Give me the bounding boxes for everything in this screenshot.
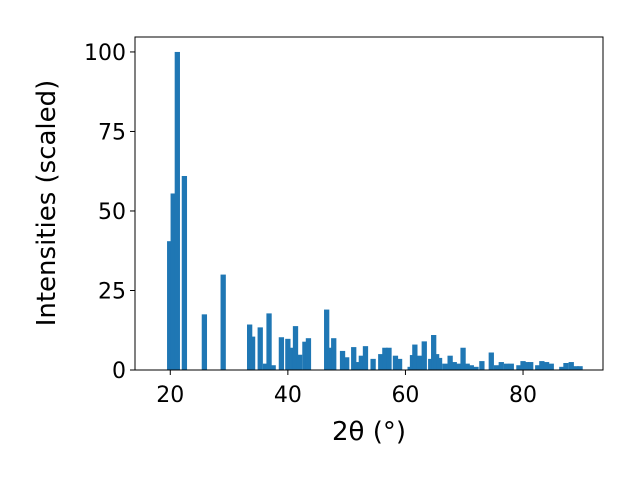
- bar: [181, 175, 188, 370]
- bar: [302, 341, 308, 370]
- bar: [324, 309, 330, 370]
- x-axis-label: 2θ (°): [332, 417, 406, 447]
- bar: [433, 354, 440, 370]
- bar: [455, 363, 462, 370]
- bar: [354, 362, 360, 370]
- bar: [548, 363, 554, 370]
- bar: [174, 51, 180, 370]
- y-tick-label: 25: [98, 279, 126, 304]
- bar: [479, 361, 485, 370]
- bar: [386, 347, 392, 370]
- bar: [563, 363, 569, 370]
- bar: [378, 354, 384, 370]
- bar: [285, 338, 291, 370]
- bar: [559, 366, 565, 370]
- bar: [498, 362, 504, 370]
- bar: [344, 357, 350, 370]
- bar: [442, 363, 448, 370]
- bar: [396, 358, 403, 370]
- bar: [339, 350, 346, 370]
- bar: [473, 366, 479, 370]
- bar: [573, 366, 579, 370]
- bar: [170, 193, 176, 370]
- bar: [460, 347, 466, 370]
- bar: [392, 355, 399, 370]
- x-tick-label: 40: [274, 383, 302, 408]
- bar: [451, 362, 457, 370]
- x-tick-label: 60: [391, 383, 419, 408]
- bar: [568, 362, 574, 370]
- bar: [431, 335, 437, 370]
- bar: [488, 352, 494, 370]
- bar: [508, 363, 514, 370]
- bar: [539, 361, 545, 370]
- bar: [247, 324, 253, 370]
- bar: [468, 365, 474, 370]
- bar: [249, 336, 256, 370]
- bar: [305, 338, 312, 370]
- bar: [516, 365, 522, 370]
- bar: [266, 313, 272, 370]
- bar: [296, 354, 303, 370]
- bar: [292, 326, 299, 370]
- bar: [535, 365, 541, 370]
- bar: [278, 337, 285, 370]
- bar: [351, 347, 357, 370]
- y-tick-label: 75: [98, 120, 126, 145]
- x-tick-label: 20: [156, 383, 184, 408]
- bar: [362, 346, 369, 370]
- bar: [464, 363, 470, 370]
- bar: [358, 355, 365, 370]
- bar: [447, 355, 453, 370]
- bar: [220, 274, 226, 370]
- bar: [382, 347, 388, 370]
- bar: [257, 327, 263, 370]
- bar: [520, 361, 526, 370]
- bar: [543, 362, 550, 370]
- bar: [493, 365, 500, 370]
- bar: [331, 338, 337, 370]
- bar: [421, 341, 427, 370]
- x-tick-label: 80: [509, 383, 537, 408]
- bar: [167, 241, 173, 370]
- bar: [428, 358, 434, 370]
- y-axis-label: Intensities (scaled): [32, 80, 62, 327]
- bar: [370, 358, 376, 370]
- y-tick-label: 100: [84, 41, 126, 66]
- y-tick-label: 50: [98, 200, 126, 225]
- bar: [503, 363, 510, 370]
- bar: [528, 362, 534, 370]
- plot-frame: [134, 36, 604, 371]
- bar: [412, 344, 418, 370]
- bar: [416, 355, 423, 370]
- bar: [523, 362, 530, 370]
- bar: [270, 365, 276, 370]
- bar: [201, 314, 208, 370]
- y-tick-label: 0: [112, 359, 126, 384]
- bar: [327, 347, 333, 370]
- bar: [262, 363, 269, 370]
- bar: [436, 357, 443, 370]
- bar: [577, 366, 583, 370]
